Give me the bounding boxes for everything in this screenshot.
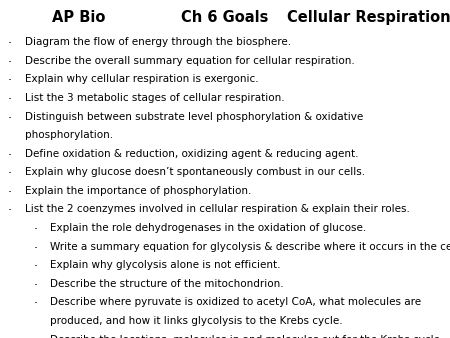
Text: AP Bio: AP Bio bbox=[52, 10, 105, 25]
Text: ·: · bbox=[34, 260, 38, 273]
Text: Diagram the flow of energy through the biosphere.: Diagram the flow of energy through the b… bbox=[25, 37, 291, 47]
Text: Write a summary equation for glycolysis & describe where it occurs in the cell.: Write a summary equation for glycolysis … bbox=[50, 242, 450, 252]
Text: ·: · bbox=[34, 297, 38, 310]
Text: Explain why cellular respiration is exergonic.: Explain why cellular respiration is exer… bbox=[25, 74, 258, 84]
Text: Describe the locations, molecules in and molecules out for the Krebs cycle.: Describe the locations, molecules in and… bbox=[50, 335, 443, 338]
Text: ·: · bbox=[8, 56, 12, 69]
Text: ·: · bbox=[8, 74, 12, 87]
Text: Explain why glucose doesn’t spontaneously combust in our cells.: Explain why glucose doesn’t spontaneousl… bbox=[25, 167, 365, 177]
Text: produced, and how it links glycolysis to the Krebs cycle.: produced, and how it links glycolysis to… bbox=[50, 316, 342, 326]
Text: List the 2 coenzymes involved in cellular respiration & explain their roles.: List the 2 coenzymes involved in cellula… bbox=[25, 204, 410, 215]
Text: ·: · bbox=[8, 93, 12, 106]
Text: Explain why glycolysis alone is not efficient.: Explain why glycolysis alone is not effi… bbox=[50, 260, 280, 270]
Text: phosphorylation.: phosphorylation. bbox=[25, 130, 113, 140]
Text: ·: · bbox=[34, 242, 38, 255]
Text: Distinguish between substrate level phosphorylation & oxidative: Distinguish between substrate level phos… bbox=[25, 112, 363, 122]
Text: List the 3 metabolic stages of cellular respiration.: List the 3 metabolic stages of cellular … bbox=[25, 93, 284, 103]
Text: Define oxidation & reduction, oxidizing agent & reducing agent.: Define oxidation & reduction, oxidizing … bbox=[25, 149, 358, 159]
Text: Cellular Respiration: Cellular Respiration bbox=[287, 10, 450, 25]
Text: Explain the importance of phosphorylation.: Explain the importance of phosphorylatio… bbox=[25, 186, 251, 196]
Text: Describe the structure of the mitochondrion.: Describe the structure of the mitochondr… bbox=[50, 279, 283, 289]
Text: ·: · bbox=[34, 279, 38, 292]
Text: Describe the overall summary equation for cellular respiration.: Describe the overall summary equation fo… bbox=[25, 56, 355, 66]
Text: ·: · bbox=[34, 335, 38, 338]
Text: ·: · bbox=[8, 186, 12, 199]
Text: ·: · bbox=[8, 37, 12, 50]
Text: Ch 6 Goals: Ch 6 Goals bbox=[181, 10, 269, 25]
Text: ·: · bbox=[8, 112, 12, 124]
Text: Explain the role dehydrogenases in the oxidation of glucose.: Explain the role dehydrogenases in the o… bbox=[50, 223, 366, 233]
Text: ·: · bbox=[8, 149, 12, 162]
Text: ·: · bbox=[34, 223, 38, 236]
Text: ·: · bbox=[8, 204, 12, 217]
Text: Describe where pyruvate is oxidized to acetyl CoA, what molecules are: Describe where pyruvate is oxidized to a… bbox=[50, 297, 421, 308]
Text: ·: · bbox=[8, 167, 12, 180]
